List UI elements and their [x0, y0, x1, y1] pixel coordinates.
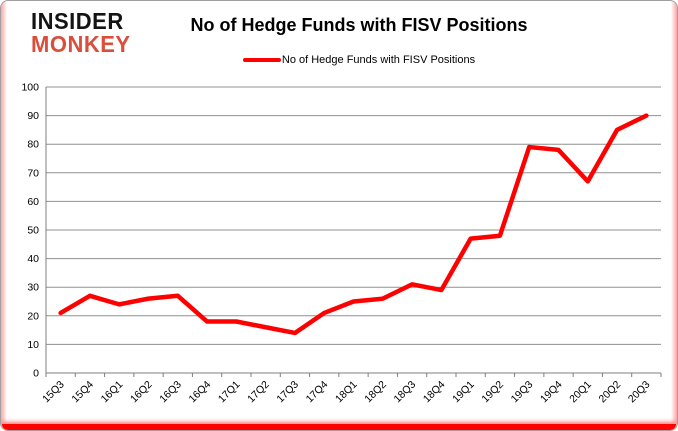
y-tick-label: 20 [27, 310, 39, 322]
x-tick-label: 17Q2 [245, 379, 272, 406]
x-tick-label: 19Q1 [450, 379, 477, 406]
x-tick-label: 20Q1 [567, 379, 594, 406]
y-tick-label: 40 [27, 253, 39, 265]
x-tick-label: 16Q4 [187, 379, 214, 406]
x-tick-label: 17Q4 [304, 379, 331, 406]
series-line [58, 113, 649, 336]
y-tick-label: 80 [27, 139, 39, 151]
x-tick-label: 18Q3 [392, 379, 419, 406]
logo-text-insider: INSIDER [31, 7, 124, 35]
y-tick-label: 10 [27, 339, 39, 351]
x-tick-label: 19Q3 [509, 379, 536, 406]
frame-bottom-accent [2, 424, 676, 430]
chart-title: No of Hedge Funds with FISV Positions [190, 15, 528, 35]
insider-monkey-logo: INSIDER MONKEY [31, 7, 131, 58]
legend-label: No of Hedge Funds with FISV Positions [281, 54, 476, 66]
x-tick-label: 17Q1 [216, 379, 243, 406]
x-tick-label: 16Q2 [128, 379, 155, 406]
y-tick-label: 100 [21, 82, 39, 94]
x-tick-label: 18Q4 [421, 379, 448, 406]
x-tick-label: 15Q4 [69, 379, 96, 406]
x-tick-label: 19Q4 [538, 379, 565, 406]
x-tick-label: 18Q1 [333, 379, 360, 406]
y-tick-label: 0 [33, 368, 39, 380]
x-tick-label: 16Q1 [99, 379, 126, 406]
y-tick-label: 30 [27, 282, 39, 294]
legend-line-swatch [242, 58, 281, 62]
chart-legend: No of Hedge Funds with FISV Positions [61, 54, 657, 66]
x-tick-label: 20Q3 [626, 379, 653, 406]
x-tick-label: 15Q3 [40, 379, 67, 406]
x-tick-label: 17Q3 [274, 379, 301, 406]
x-tick-label: 20Q2 [597, 379, 624, 406]
x-tick-label: 16Q3 [157, 379, 184, 406]
y-tick-label: 70 [27, 167, 39, 179]
x-tick-label: 19Q2 [479, 379, 506, 406]
y-tick-label: 50 [27, 225, 39, 237]
y-tick-label: 90 [27, 110, 39, 122]
logo-text-monkey: MONKEY [31, 30, 131, 58]
x-tick-label: 18Q2 [362, 379, 389, 406]
y-tick-label: 60 [27, 196, 39, 208]
